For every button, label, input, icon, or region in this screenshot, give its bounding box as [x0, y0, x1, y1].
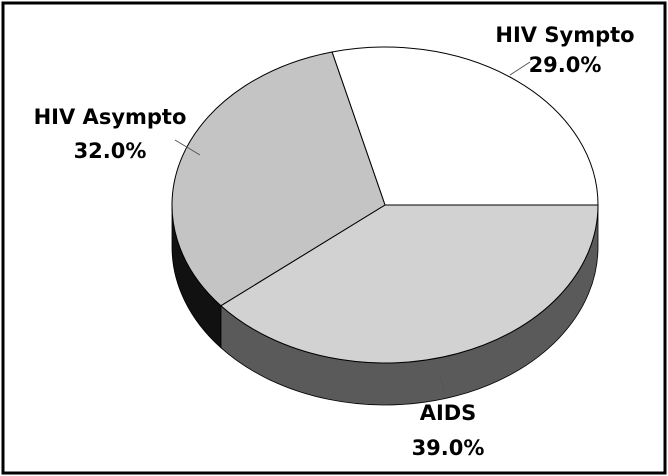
category-label: AIDS — [420, 401, 477, 425]
slice — [331, 46, 599, 206]
leader-line — [509, 61, 531, 76]
slice — [171, 51, 386, 307]
category-label: HIV Asympto — [34, 105, 187, 129]
pie-tops — [171, 46, 599, 364]
value-label: 32.0% — [74, 139, 147, 163]
slice — [220, 204, 599, 364]
value-label: 29.0% — [529, 53, 602, 77]
value-label: 39.0% — [412, 436, 485, 460]
leader-line — [439, 374, 446, 396]
category-label: HIV Sympto — [495, 23, 634, 47]
leader-line — [174, 139, 201, 156]
labels: HIV Sympto 29.0% AIDS 39.0% HIV Asympto 32.0% — [34, 23, 635, 460]
